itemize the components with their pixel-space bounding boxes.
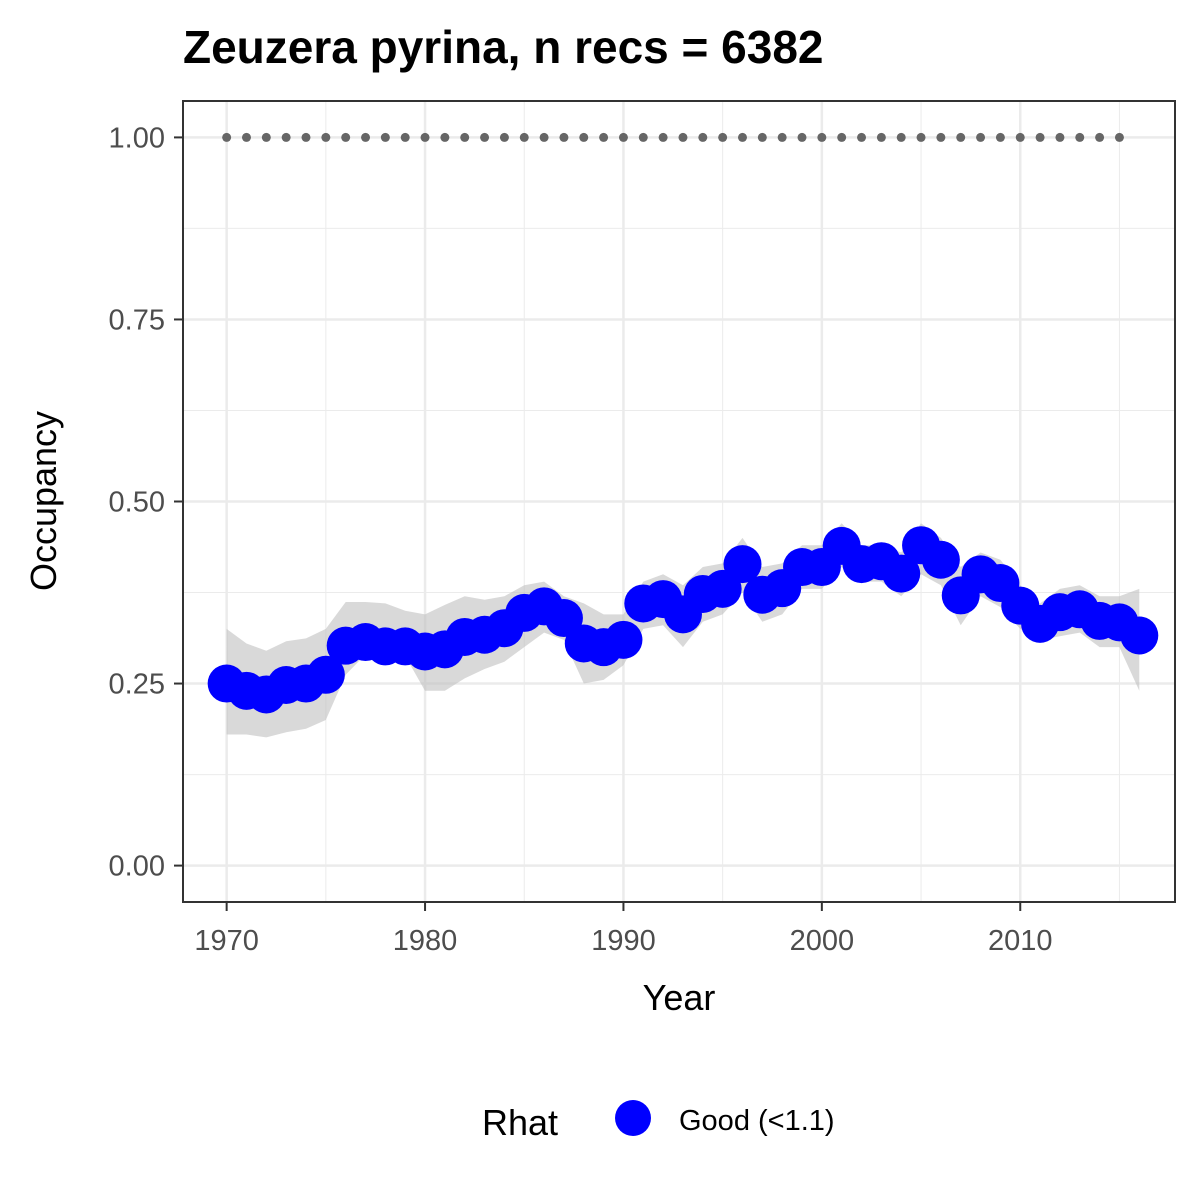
reference-line-layer (222, 132, 1124, 142)
reference-line-dot (698, 132, 708, 142)
reference-line-dot (1095, 132, 1105, 142)
occupancy-point (723, 545, 762, 584)
x-tick-label: 1980 (393, 925, 458, 957)
reference-line-dot (817, 132, 827, 142)
reference-line-dot (420, 132, 430, 142)
legend: Rhat Good (<1.1) (482, 1100, 835, 1143)
reference-line-dot (341, 132, 351, 142)
y-tick-label: 0.25 (109, 669, 165, 701)
occupancy-point (921, 540, 960, 579)
reference-line-dot (281, 132, 291, 142)
reference-line-dot (837, 132, 847, 142)
reference-line-dot (718, 132, 728, 142)
reference-line-dot (876, 132, 886, 142)
reference-line-dot (1015, 132, 1025, 142)
reference-line-dot (618, 132, 628, 142)
reference-line-dot (995, 132, 1005, 142)
reference-line-dot (460, 132, 470, 142)
occupancy-point (882, 554, 921, 593)
y-axis-title: Occupancy (23, 411, 64, 591)
occupancy-point (306, 655, 345, 694)
panel (182, 100, 1176, 903)
reference-line-dot (579, 132, 589, 142)
y-tick-label: 0.50 (109, 487, 165, 519)
y-axis: 0.00 0.25 0.50 0.75 1.00 (109, 122, 183, 883)
reference-line-dot (539, 132, 549, 142)
reference-line-dot (222, 132, 232, 142)
reference-line-dot (599, 132, 609, 142)
x-tick-label: 2010 (988, 925, 1053, 957)
reference-line-dot (400, 132, 410, 142)
reference-line-dot (440, 132, 450, 142)
occupancy-point (544, 599, 583, 638)
reference-line-dot (1055, 132, 1065, 142)
reference-line-dot (777, 132, 787, 142)
reference-line-dot (519, 132, 529, 142)
reference-line-dot (321, 132, 331, 142)
reference-line-dot (559, 132, 569, 142)
reference-line-dot (1035, 132, 1045, 142)
legend-title: Rhat (482, 1102, 558, 1143)
reference-line-dot (638, 132, 648, 142)
reference-line-dot (976, 132, 986, 142)
reference-line-dot (936, 132, 946, 142)
reference-line-dot (797, 132, 807, 142)
reference-line-dot (301, 132, 311, 142)
reference-line-dot (380, 132, 390, 142)
reference-line-dot (757, 132, 767, 142)
reference-line-dot (499, 132, 509, 142)
legend-label: Good (<1.1) (679, 1105, 835, 1137)
occupancy-point (1120, 616, 1159, 655)
reference-line-dot (916, 132, 926, 142)
occupancy-point (604, 620, 643, 659)
x-tick-label: 1970 (194, 925, 259, 957)
reference-line-dot (241, 132, 251, 142)
reference-line-dot (857, 132, 867, 142)
reference-line-dot (896, 132, 906, 142)
reference-line-dot (658, 132, 668, 142)
y-tick-label: 0.75 (109, 304, 165, 336)
reference-line-dot (1075, 132, 1085, 142)
y-tick-label: 0.00 (109, 851, 165, 883)
major-gridlines (183, 101, 1175, 902)
reference-line-dot (261, 132, 271, 142)
x-axis: 1970 1980 1990 2000 2010 (194, 902, 1053, 957)
chart-title: Zeuzera pyrina, n recs = 6382 (183, 21, 824, 73)
x-tick-label: 2000 (790, 925, 855, 957)
reference-line-dot (1114, 132, 1124, 142)
reference-line-dot (737, 132, 747, 142)
occupancy-points-layer (207, 526, 1159, 714)
reference-line-dot (361, 132, 371, 142)
y-tick-label: 1.00 (109, 122, 165, 154)
x-tick-label: 1990 (591, 925, 656, 957)
reference-line-dot (678, 132, 688, 142)
reference-line-dot (480, 132, 490, 142)
reference-line-dot (956, 132, 966, 142)
x-axis-title: Year (643, 977, 716, 1018)
legend-key-point (615, 1100, 651, 1136)
